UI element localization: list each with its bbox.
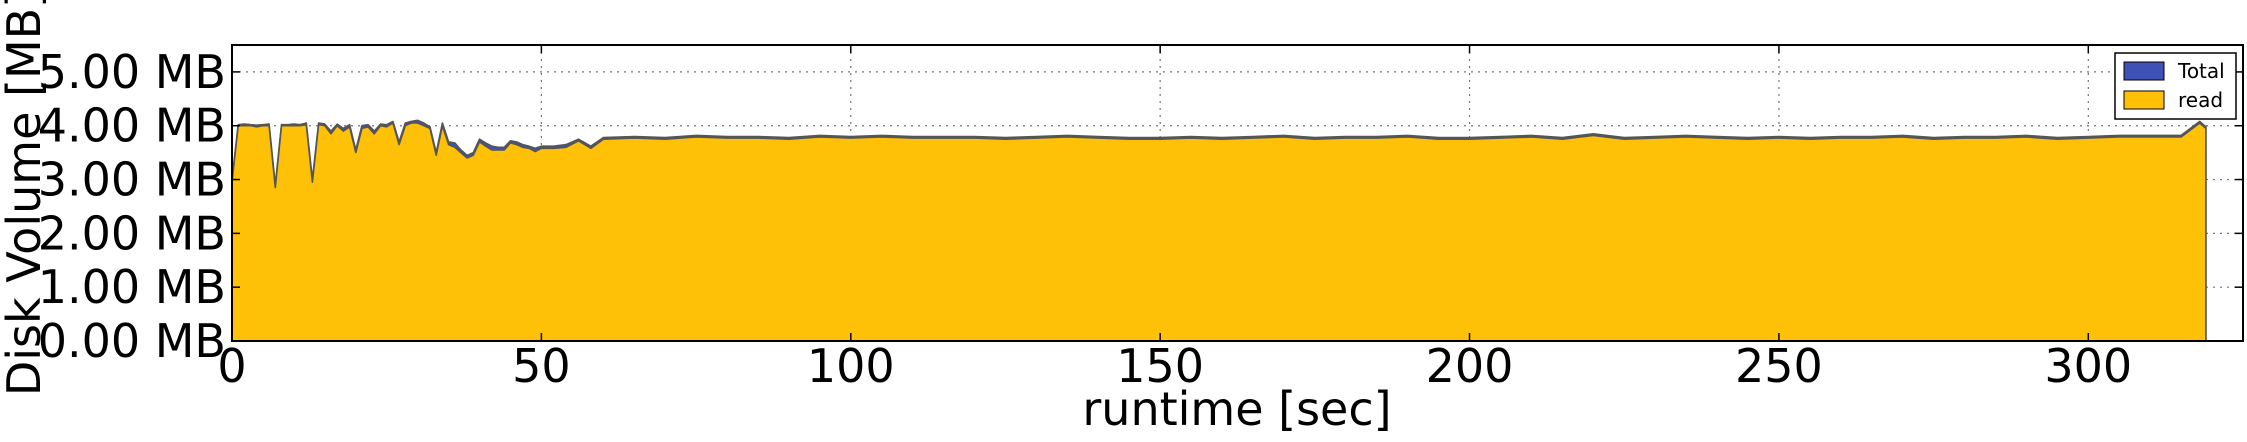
x-tick-label: 200: [1426, 339, 1514, 393]
legend-swatch-read: [2123, 90, 2165, 110]
legend-label-total: Total: [2177, 59, 2225, 83]
y-tick-label: 3.00 MB: [38, 153, 226, 207]
x-axis-title: runtime [sec]: [1082, 382, 1391, 436]
y-tick-label: 1.00 MB: [38, 260, 226, 314]
x-tick-label: 300: [2044, 339, 2132, 393]
legend: Total read: [2114, 52, 2237, 120]
y-axis-title: Disk Volume [MB]: [0, 0, 51, 396]
x-tick-label: 0: [217, 339, 246, 393]
y-tick-label: 0.00 MB: [38, 314, 226, 368]
y-tick-label: 4.00 MB: [38, 99, 226, 153]
area-series-group: [231, 119, 2207, 342]
plot-frame: [231, 44, 2244, 342]
legend-label-read: read: [2178, 88, 2223, 112]
x-tick-label: 100: [807, 339, 895, 393]
legend-swatch-total: [2123, 61, 2165, 81]
x-tick-label: 250: [1735, 339, 1823, 393]
x-tick-label: 150: [1116, 339, 1204, 393]
x-tick-label: 50: [512, 339, 571, 393]
y-tick-label: 5.00 MB: [38, 45, 226, 99]
area-series-read: [231, 122, 2207, 342]
y-tick-label: 2.00 MB: [38, 206, 226, 260]
x-tick-labels: 0 50 100 150 200 250 300: [217, 339, 2132, 393]
y-tick-labels: 0.00 MB1.00 MB2.00 MB3.00 MB4.00 MB5.00 …: [38, 45, 226, 368]
